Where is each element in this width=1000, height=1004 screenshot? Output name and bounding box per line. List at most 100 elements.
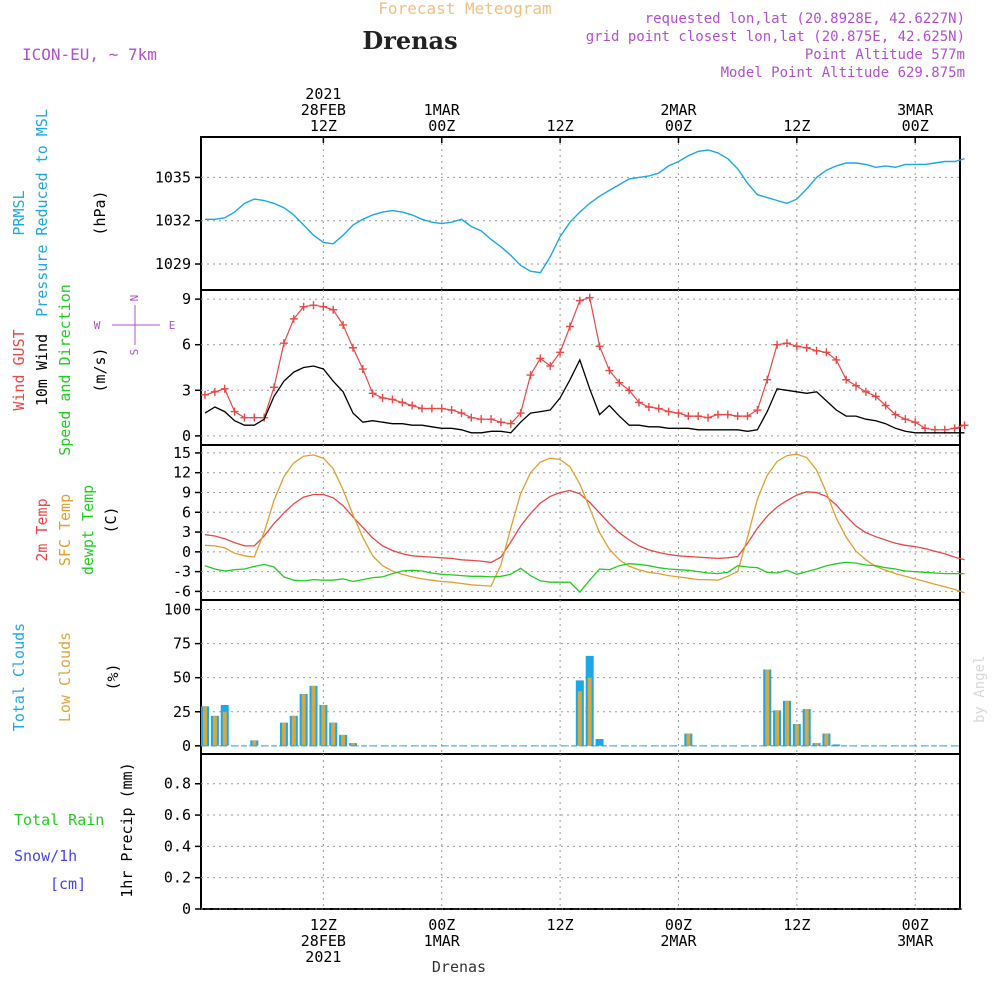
gust-marker xyxy=(664,407,673,416)
low-cloud-bar xyxy=(824,733,829,746)
low-cloud-bar xyxy=(311,685,316,746)
label-ms: (m/s) xyxy=(91,347,109,392)
low-cloud-bar xyxy=(252,740,257,746)
gust-marker xyxy=(299,302,308,311)
y-tick-label: 1029 xyxy=(155,255,191,273)
time-label-top: 00Z xyxy=(428,117,455,135)
gust-marker xyxy=(487,415,496,424)
label-pressure-msl: Pressure Reduced to MSL xyxy=(33,109,51,317)
gust-marker xyxy=(842,375,851,384)
time-label-top: 12Z xyxy=(547,117,574,135)
y-tick-label: -3 xyxy=(173,563,191,581)
label-10m-wind: 10m Wind xyxy=(33,334,51,406)
gust-marker xyxy=(911,418,920,427)
time-label-top: 2021 xyxy=(305,85,341,103)
low-cloud-bar xyxy=(321,704,326,746)
low-cloud-bar xyxy=(350,743,355,746)
low-cloud-bar xyxy=(794,724,799,746)
gust-marker xyxy=(496,418,505,427)
low-cloud-bar xyxy=(587,677,592,746)
gust-marker xyxy=(921,424,930,433)
y-tick-label: 50 xyxy=(173,669,191,687)
time-label-top: 3MAR xyxy=(897,101,934,119)
time-label-bottom: 1MAR xyxy=(424,932,461,950)
gust-marker xyxy=(713,410,722,419)
gust-marker xyxy=(753,406,762,415)
gust-marker xyxy=(457,409,466,418)
label-total-clouds: Total Clouds xyxy=(10,623,28,731)
label-prmsl: PRMSL xyxy=(10,190,28,235)
gust-marker xyxy=(852,381,861,390)
gust-marker xyxy=(782,339,791,348)
label-speed-direction: Speed and Direction xyxy=(56,284,74,456)
time-label-top: 1MAR xyxy=(424,101,461,119)
time-label-top: 28FEB xyxy=(301,101,346,119)
gust-marker xyxy=(694,412,703,421)
label-total-rain: Total Rain xyxy=(14,811,104,829)
gust-marker xyxy=(861,387,870,396)
y-tick-label: 0.4 xyxy=(164,837,191,855)
gust-marker xyxy=(901,415,910,424)
gust-marker xyxy=(723,410,732,419)
y-tick-label: 0 xyxy=(182,427,191,445)
low-cloud-bar xyxy=(222,711,227,746)
gust-marker xyxy=(565,322,574,331)
gust-marker xyxy=(733,412,742,421)
wind-line xyxy=(204,358,965,434)
gust-marker xyxy=(250,413,259,422)
time-label-top: 12Z xyxy=(783,117,810,135)
label-dewpt-temp: dewpt Temp xyxy=(79,485,97,575)
pressure-line xyxy=(205,149,965,274)
time-label-bottom: 2021 xyxy=(305,948,341,966)
gust-marker xyxy=(635,398,644,407)
y-tick-label: 6 xyxy=(182,503,191,521)
bottom-station: Drenas xyxy=(432,958,486,976)
low-cloud-bar xyxy=(331,722,336,746)
gust-marker xyxy=(674,409,683,418)
y-tick-label: 100 xyxy=(164,601,191,619)
gust-marker xyxy=(270,383,279,392)
wind-panel-labels: Wind GUST 10m Wind Speed and Direction (… xyxy=(10,284,175,456)
panel-frame-wind xyxy=(200,289,961,446)
gust-marker xyxy=(644,403,653,412)
y-tick-label: 3 xyxy=(182,381,191,399)
gust-marker xyxy=(960,421,969,430)
label-hpa: (hPa) xyxy=(91,190,109,235)
header-grid-point: grid point closest lon,lat (20.875E, 42.… xyxy=(586,29,965,45)
time-label-bottom: 00Z xyxy=(902,916,929,934)
gust-marker xyxy=(467,413,476,422)
gust-marker xyxy=(437,404,446,413)
low-cloud-bar xyxy=(281,722,286,746)
gust-marker xyxy=(309,301,318,310)
time-label-top: 2MAR xyxy=(660,101,697,119)
gust-marker xyxy=(319,302,328,311)
gust-marker xyxy=(348,343,357,352)
time-label-bottom: 28FEB xyxy=(301,932,346,950)
y-tick-label: 25 xyxy=(173,703,191,721)
pressure-panel-labels: PRMSL Pressure Reduced to MSL (hPa) xyxy=(10,109,109,317)
gust-marker xyxy=(329,305,338,314)
gust-marker xyxy=(418,404,427,413)
gust-marker xyxy=(773,340,782,349)
dewpt-line xyxy=(204,561,965,594)
gust-marker xyxy=(556,348,565,357)
gust-marker xyxy=(625,386,634,395)
time-label-bottom: 00Z xyxy=(665,916,692,934)
low-cloud-bar xyxy=(577,691,582,746)
gust-marker xyxy=(595,342,604,351)
label-snow: Snow/1h xyxy=(14,847,77,865)
header-title-top: Forecast Meteogram xyxy=(378,0,551,18)
compass-rose: N S W E xyxy=(94,295,176,356)
time-label-bottom: 12Z xyxy=(547,916,574,934)
header-model-altitude: Model Point Altitude 629.875m xyxy=(721,65,965,81)
gust-marker xyxy=(546,361,555,370)
low-cloud-bar xyxy=(301,694,306,746)
cloud-panel-labels: Total Clouds Low Clouds (%) xyxy=(10,623,122,731)
time-label-top: 12Z xyxy=(310,117,337,135)
label-sfc-temp: SFC Temp xyxy=(56,494,74,566)
gust-marker xyxy=(398,398,407,407)
y-tick-label: 6 xyxy=(182,336,191,354)
gust-marker xyxy=(704,413,713,422)
temp-sfc-line xyxy=(204,453,965,594)
low-cloud-bar xyxy=(203,706,207,746)
